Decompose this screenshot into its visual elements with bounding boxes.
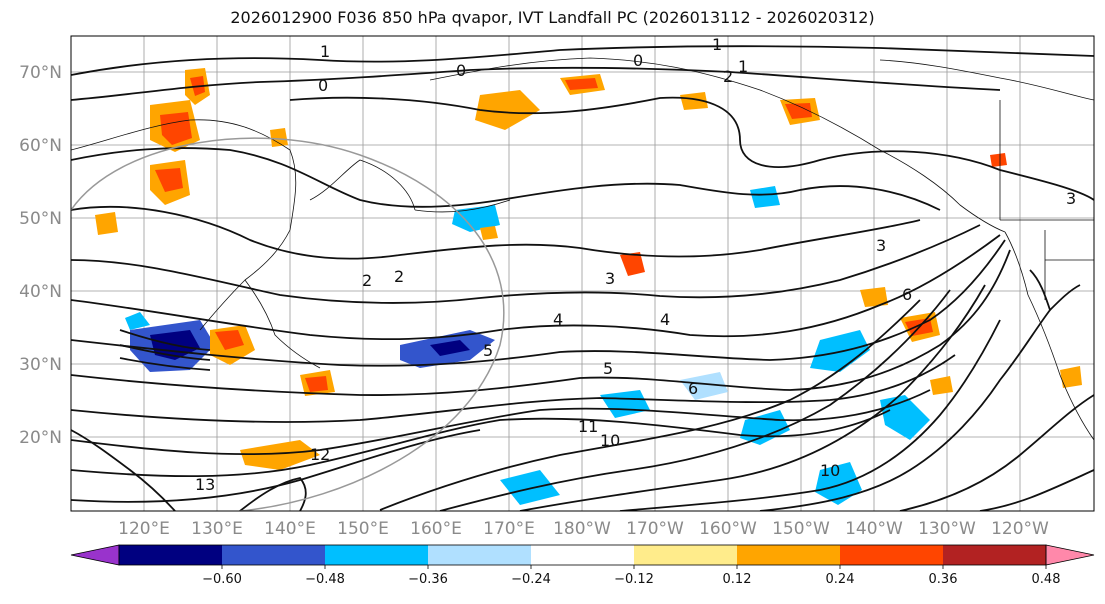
latitude-label: 20°N	[19, 428, 62, 448]
contour-label: 10	[600, 431, 620, 450]
longitude-label: 120°W	[991, 519, 1049, 539]
colorbar-swatch	[943, 545, 1047, 565]
contour-label: 3	[605, 269, 615, 288]
colorbar-swatch	[325, 545, 429, 565]
latitude-label: 40°N	[19, 282, 62, 302]
latitude-label: 70°N	[19, 63, 62, 83]
longitude-label: 130°W	[918, 519, 976, 539]
contour-label: 2	[723, 67, 733, 86]
colorbar-swatch	[222, 545, 326, 565]
longitude-label: 170°W	[626, 519, 684, 539]
contour-label: 4	[553, 310, 563, 329]
map-layers: 0 1 1 1 2 0 0 3 3 2 2 3 4 4 5 5 6 6 10 1…	[71, 35, 1094, 511]
colorbar-tick-label: 0.24	[826, 572, 855, 587]
longitude-label: 150°E	[337, 519, 389, 539]
contour-label: 0	[456, 61, 466, 80]
contour-label: 2	[362, 271, 372, 290]
longitude-label: 170°E	[483, 519, 535, 539]
colorbar-tick-label: −0.24	[511, 572, 551, 587]
ivt-contours	[71, 45, 1094, 511]
contour-label: 6	[902, 285, 912, 304]
latitude-label: 30°N	[19, 355, 62, 375]
map-frame	[70, 35, 1095, 512]
contour-label: 5	[603, 359, 613, 378]
contour-label: 12	[310, 445, 330, 464]
colorbar-tick-label: −0.60	[202, 572, 242, 587]
longitude-label: 140°E	[264, 519, 316, 539]
longitude-label: 130°E	[191, 519, 243, 539]
latitude-labels: 70°N 60°N 50°N 40°N 30°N 20°N	[19, 63, 62, 448]
colorbar-swatch	[428, 545, 532, 565]
contour-label: 13	[195, 475, 215, 494]
longitude-label: 160°W	[699, 519, 757, 539]
map-area	[71, 36, 1094, 511]
contour-labels: 0 1 1 1 2 0 0 3 3 2 2 3 4 4 5 5 6 6 10 1…	[195, 35, 1076, 494]
longitude-label: 150°W	[772, 519, 830, 539]
contour-label: 6	[688, 379, 698, 398]
longitude-label: 160°E	[410, 519, 462, 539]
latitude-label: 50°N	[19, 209, 62, 229]
colorbar-tick-label: −0.12	[614, 572, 654, 587]
contour-label: 0	[633, 51, 643, 70]
contour-label: 5	[483, 341, 493, 360]
contour-label: 11	[578, 417, 598, 436]
latitude-label: 60°N	[19, 136, 62, 156]
colorbar-swatch	[119, 545, 223, 565]
contour-label: 2	[394, 267, 404, 286]
qvapor-fill	[95, 68, 1082, 505]
colorbar-swatch	[531, 545, 635, 565]
colorbar-max-extend	[1045, 544, 1095, 566]
contour-label: 1	[738, 57, 748, 76]
longitude-label: 180°W	[553, 519, 611, 539]
contour-label: 0	[318, 76, 328, 95]
contour-label: 1	[320, 42, 330, 61]
contour-label: 1	[712, 35, 722, 54]
colorbar-tick-label: 0.48	[1032, 572, 1061, 587]
longitude-label: 140°W	[845, 519, 903, 539]
colorbar-tick-labels: −0.60 −0.48 −0.36 −0.24 −0.12 0.12 0.24 0.36 0.4…	[202, 565, 1061, 587]
colorbar-tick-label: 0.12	[723, 572, 752, 587]
colorbar-swatch	[737, 545, 841, 565]
contour-label: 3	[1066, 189, 1076, 208]
map-title: 2026012900 F036 850 hPa qvapor, IVT Land…	[230, 8, 875, 27]
contour-label: 3	[876, 236, 886, 255]
colorbar-swatch	[634, 545, 738, 565]
contour-label: 4	[660, 310, 670, 329]
colorbar-tick-label: −0.48	[305, 572, 345, 587]
colorbar-min-extend	[70, 544, 120, 566]
colorbar-swatch	[840, 545, 944, 565]
reference-circle	[71, 137, 505, 511]
contour-label: 10	[820, 461, 840, 480]
graticule	[71, 36, 1094, 511]
longitude-label: 120°E	[118, 519, 170, 539]
colorbar	[70, 544, 1095, 566]
longitude-labels: 120°E 130°E 140°E 150°E 160°E 170°E 180°W 170°W…	[118, 519, 1049, 539]
colorbar-tick-label: 0.36	[929, 572, 958, 587]
colorbar-tick-label: −0.36	[408, 572, 448, 587]
